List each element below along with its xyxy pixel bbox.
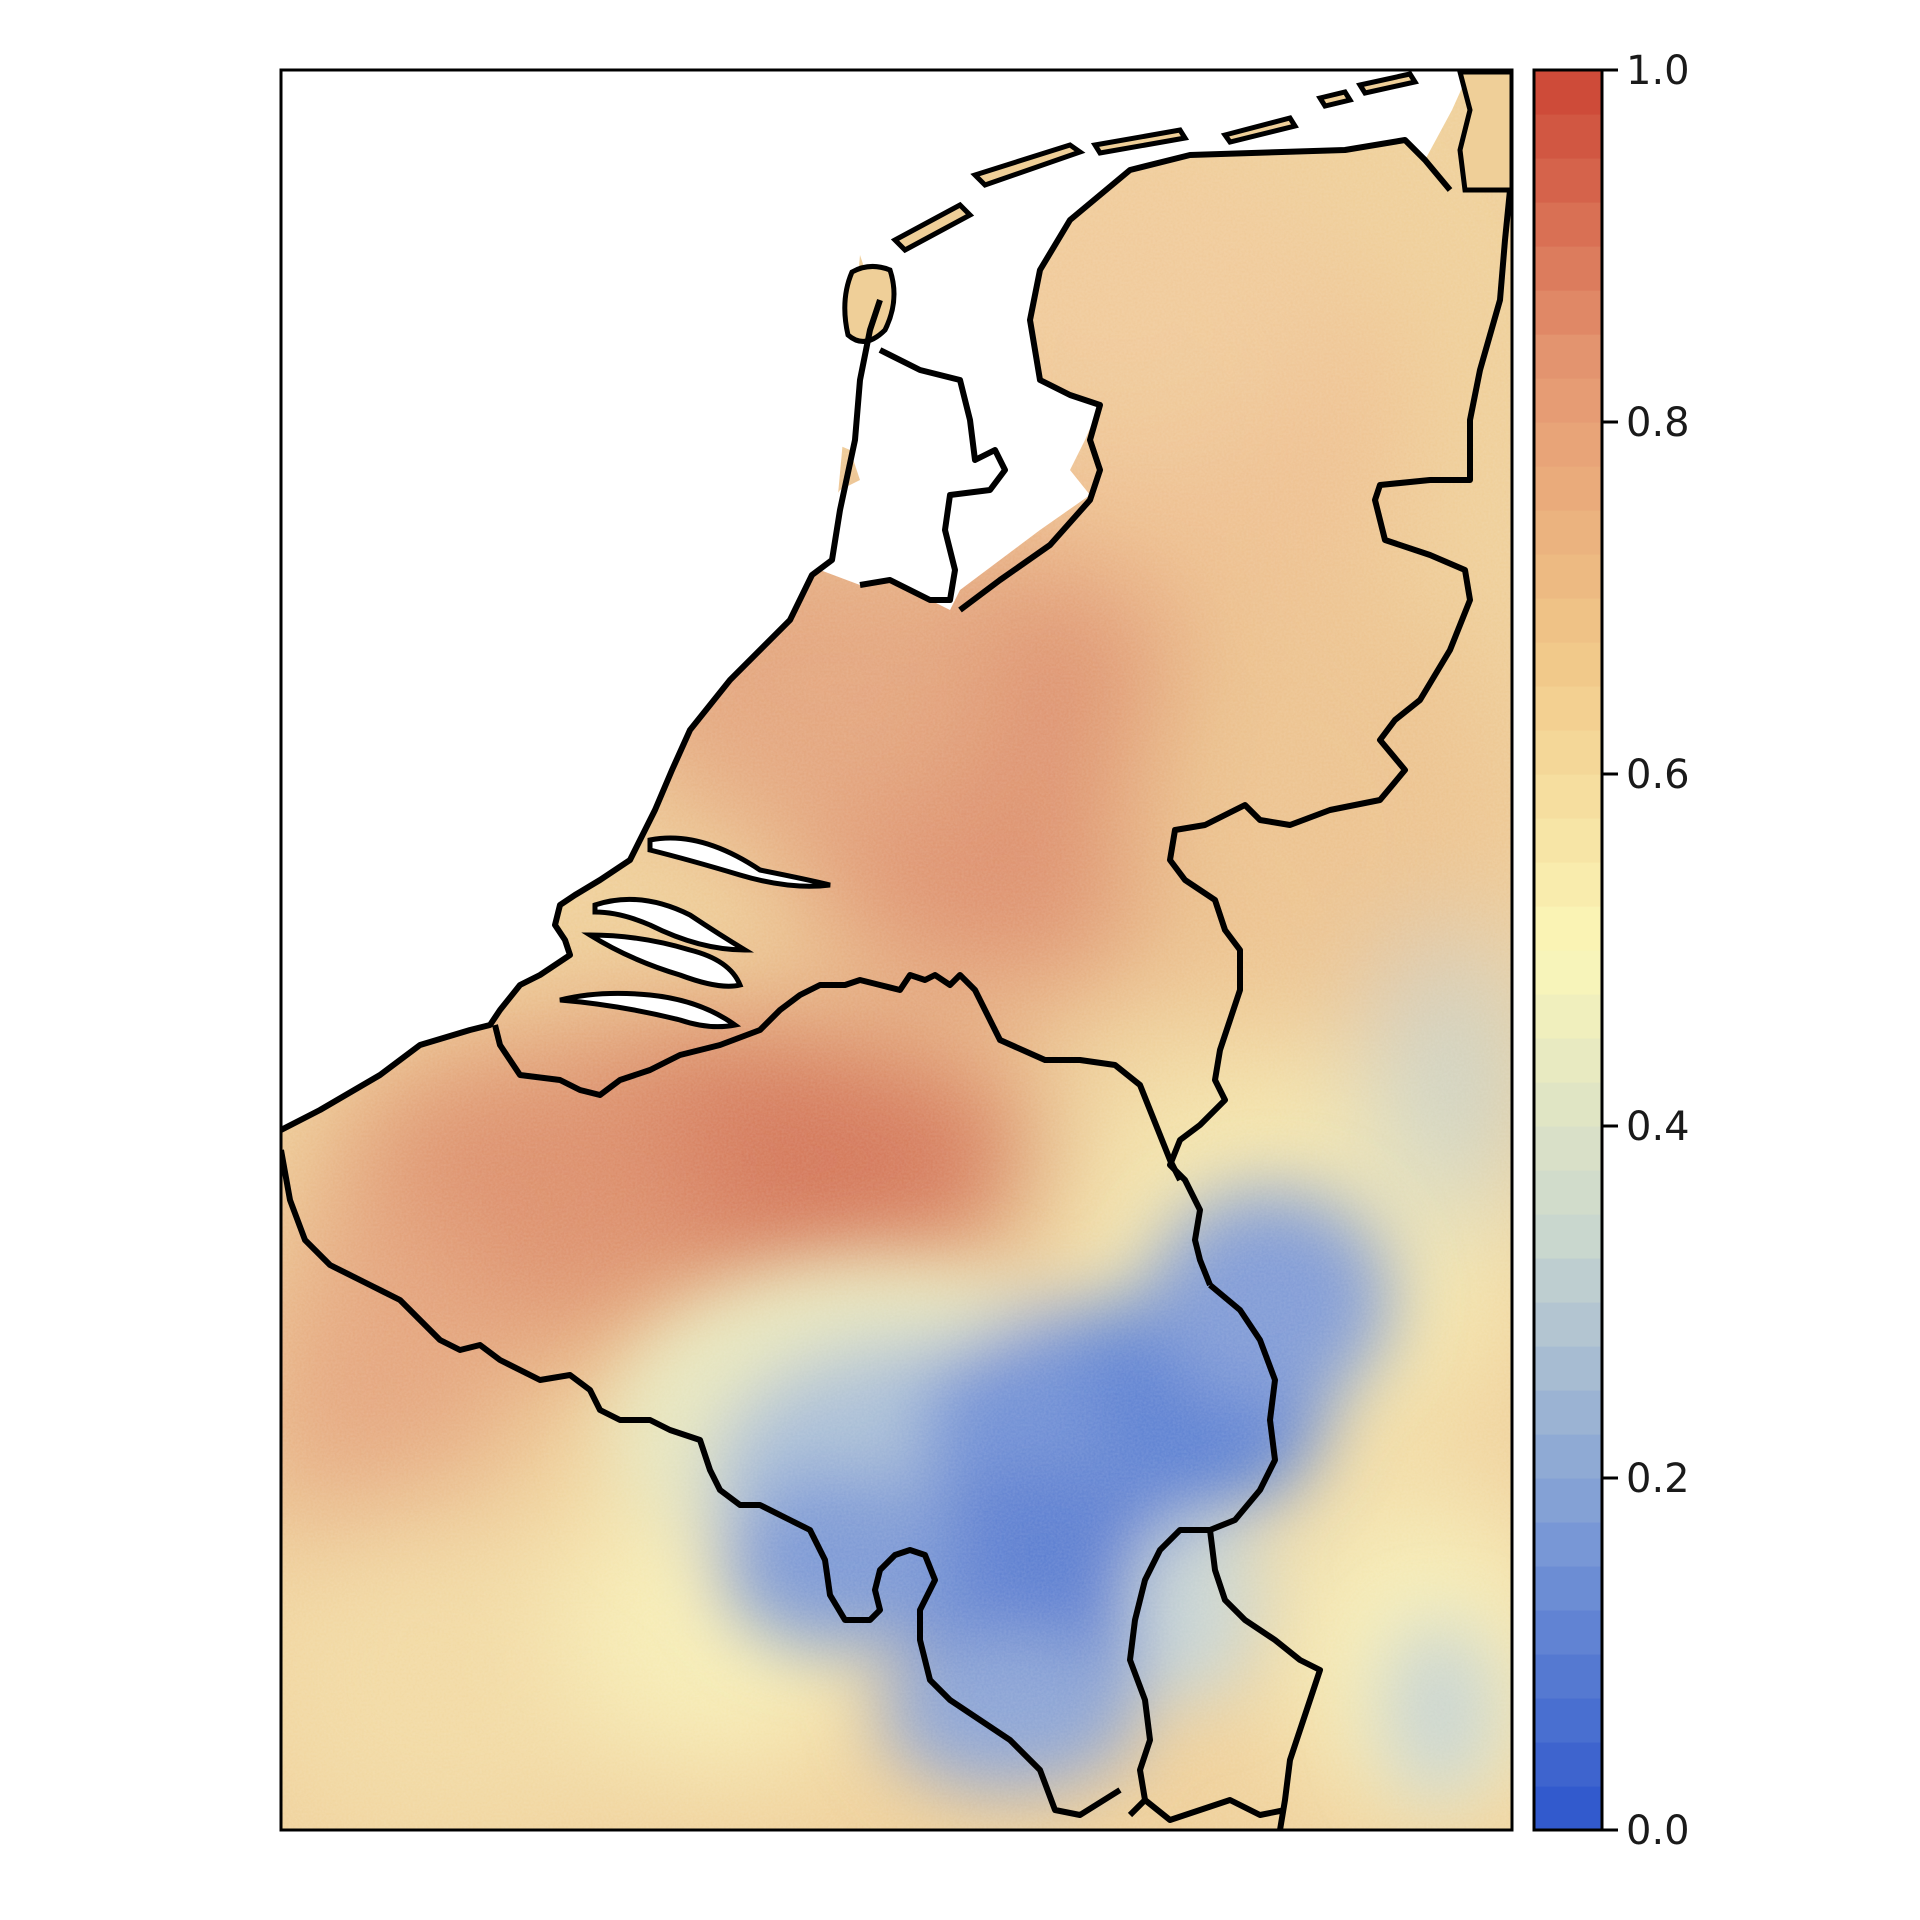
colorbar-step bbox=[1534, 906, 1602, 951]
colorbar-step bbox=[1534, 1610, 1602, 1655]
colorbar-step bbox=[1534, 1742, 1602, 1787]
colorbar-step bbox=[1534, 202, 1602, 247]
colorbar-step bbox=[1534, 1038, 1602, 1083]
border-lu-fr bbox=[1143, 1797, 1286, 1823]
country-borders bbox=[281, 137, 1512, 1830]
colorbar-step bbox=[1534, 1258, 1602, 1303]
delta-channels bbox=[559, 835, 831, 1030]
colorbar-step bbox=[1534, 1434, 1602, 1479]
colorbar-step bbox=[1534, 862, 1602, 907]
map-frame bbox=[279, 68, 1514, 1832]
colorbar-step bbox=[1534, 1786, 1602, 1831]
colorbar-step bbox=[1534, 378, 1602, 423]
map-panel bbox=[281, 70, 1512, 1830]
colorbar-steps bbox=[1534, 70, 1602, 1831]
colorbar-step bbox=[1534, 1522, 1602, 1567]
colorbar-step bbox=[1534, 1302, 1602, 1347]
colorbar-step bbox=[1534, 730, 1602, 775]
colorbar-step bbox=[1534, 70, 1602, 115]
colorbar-step bbox=[1534, 158, 1602, 203]
border-be-de-lu bbox=[1127, 1282, 1278, 1818]
border-lu-de bbox=[1207, 1529, 1323, 1830]
colorbar-tick-label: 0.8 bbox=[1626, 400, 1690, 446]
colorbar-frame bbox=[1532, 68, 1604, 1832]
colorbar-step bbox=[1534, 554, 1602, 599]
colorbar-step bbox=[1534, 950, 1602, 995]
colorbar-step bbox=[1534, 466, 1602, 511]
colorbar-step bbox=[1534, 1390, 1602, 1435]
ijsselmeer-shore bbox=[859, 347, 1008, 603]
colorbar-step bbox=[1534, 1346, 1602, 1391]
colorbar-step bbox=[1534, 114, 1602, 159]
colorbar-step bbox=[1534, 246, 1602, 291]
colorbar-step bbox=[1534, 1478, 1602, 1523]
colorbar-step bbox=[1534, 1170, 1602, 1215]
colorbar-tick-label: 0.4 bbox=[1626, 1104, 1690, 1150]
sea-area bbox=[281, 70, 1470, 1130]
colorbar: 0.0 0.2 0.4 0.6 0.8 1.0 bbox=[1532, 48, 1690, 1854]
border-be-nl bbox=[492, 972, 1183, 1182]
colorbar-step bbox=[1534, 1654, 1602, 1699]
colorbar-step bbox=[1534, 290, 1602, 335]
colorbar-step bbox=[1534, 422, 1602, 467]
colorbar-step bbox=[1534, 1214, 1602, 1259]
colorbar-tick-label: 0.0 bbox=[1626, 1808, 1690, 1854]
colorbar-step bbox=[1534, 994, 1602, 1039]
flevoland-shore bbox=[958, 137, 1453, 613]
colorbar-ticks: 0.0 0.2 0.4 0.6 0.8 1.0 bbox=[1602, 48, 1690, 1854]
border-be-fr bbox=[281, 1149, 1122, 1818]
colorbar-step bbox=[1534, 598, 1602, 643]
colorbar-step bbox=[1534, 510, 1602, 555]
colorbar-step bbox=[1534, 774, 1602, 819]
colorbar-step bbox=[1534, 686, 1602, 731]
wadden-islands bbox=[842, 70, 1512, 344]
colorbar-step bbox=[1534, 1126, 1602, 1171]
colorbar-step bbox=[1534, 818, 1602, 863]
colorbar-tick-label: 0.6 bbox=[1626, 752, 1690, 798]
colorbar-step bbox=[1534, 1698, 1602, 1743]
coastline bbox=[281, 299, 883, 1133]
colorbar-step bbox=[1534, 334, 1602, 379]
colorbar-step bbox=[1534, 642, 1602, 687]
colorbar-step bbox=[1534, 1566, 1602, 1611]
colorbar-tick-label: 1.0 bbox=[1626, 48, 1690, 94]
colorbar-step bbox=[1534, 1082, 1602, 1127]
colorbar-tick-label: 0.2 bbox=[1626, 1456, 1690, 1502]
border-nl-de bbox=[1167, 189, 1512, 1287]
